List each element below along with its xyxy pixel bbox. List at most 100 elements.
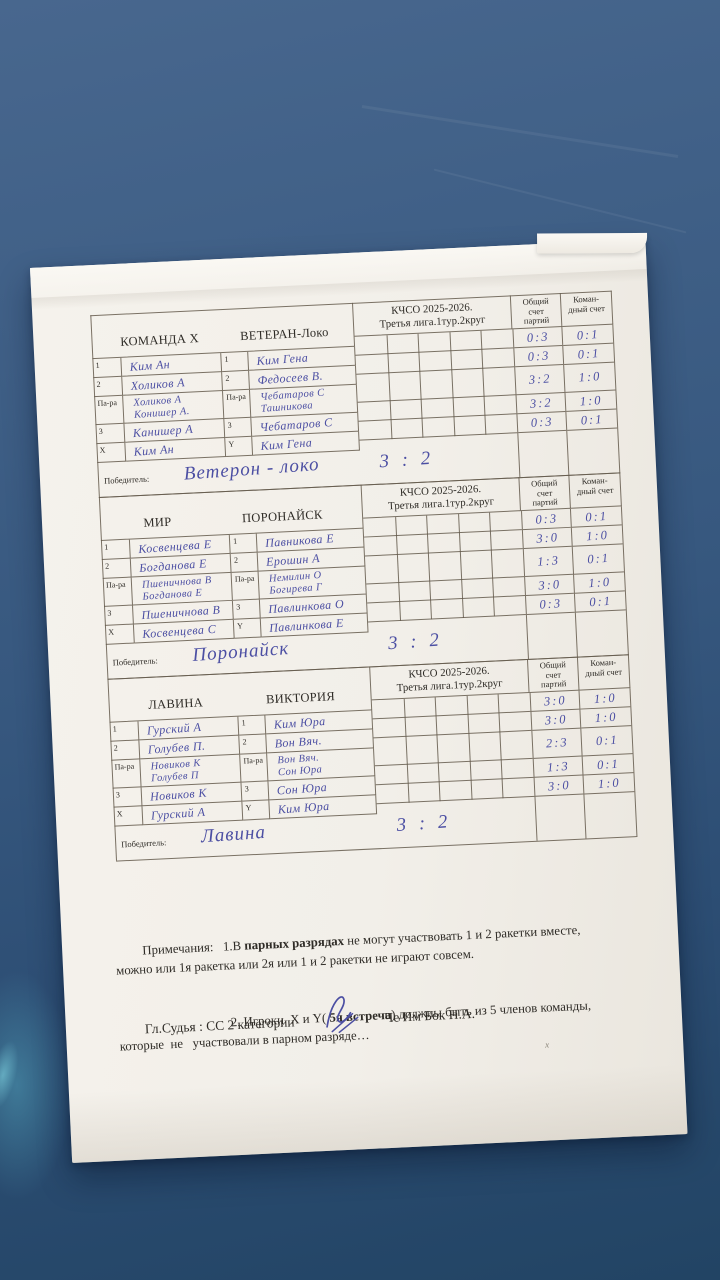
team-right-name: ВИКТОРИЯ	[265, 689, 336, 707]
team-score: 0:1	[579, 411, 604, 427]
match-table-1: КОМАНДА X ВЕТЕРАН-Локо КЧСО 2025-2026. Т…	[90, 290, 621, 499]
team-right-name: ВЕТЕРАН-Локо	[239, 325, 329, 344]
table-scratch	[361, 104, 679, 159]
sets-score: 0:3	[538, 595, 563, 612]
row-number: X	[96, 442, 127, 464]
sets-score: 0:3	[525, 328, 550, 345]
handwritten-name: Ким Ан	[133, 441, 175, 459]
row-number: 2	[110, 740, 141, 761]
row-number: 3	[232, 599, 261, 620]
handwritten-name: Павлинкова Е	[268, 615, 344, 635]
team-score-header: Коман-дный счет	[569, 472, 622, 509]
handwritten-name: Ким Ан	[129, 356, 171, 374]
row-number: 2	[230, 552, 259, 573]
handwritten-name: Гурский А	[146, 719, 202, 738]
team-score: 1:0	[587, 574, 612, 590]
handwritten-name: Сон Юра	[277, 763, 323, 778]
row-number: X	[113, 806, 144, 827]
row-number: Па-ра	[111, 759, 142, 789]
team-score: 1:0	[585, 527, 609, 543]
row-number: Па-ра	[223, 389, 252, 420]
team-left-name: КОМАНДА X	[119, 331, 200, 349]
handwritten-name: Павлинкова О	[267, 596, 345, 616]
handwritten-name: Гурский А	[150, 804, 206, 823]
sets-score-header: Общий счет партий	[519, 474, 571, 512]
judge-line: Гл.Судья : СС 2 категории Че Им Бок Н.А.	[144, 996, 476, 1044]
row-number: 1	[109, 721, 140, 742]
stray-ink-mark: х	[544, 1039, 550, 1050]
team-score-header: Коман-дный счет	[560, 290, 614, 327]
team-right-name: ПОРОНАЙСК	[241, 507, 323, 526]
judge-signature	[325, 996, 359, 1034]
games-grid	[371, 692, 535, 805]
sets-score-header: Общий счет партий	[527, 656, 580, 693]
row-number: 1	[238, 715, 267, 736]
team-score: 1:0	[579, 392, 603, 409]
winner-score: 3 : 2	[395, 811, 453, 836]
table-scratch	[433, 168, 687, 234]
row-number: 1	[100, 539, 131, 560]
team-score: 0:1	[575, 326, 600, 343]
row-number: Y	[242, 800, 271, 821]
handwritten-name: Ерошин А	[265, 550, 321, 569]
row-number: 3	[95, 423, 126, 445]
judge-name: Че Им Бок Н.А.	[384, 1005, 476, 1026]
team-score: 0:1	[588, 593, 613, 609]
team-score: 0:1	[576, 345, 601, 362]
handwritten-name: Пшеничнова В	[140, 601, 221, 622]
row-number: 2	[101, 558, 132, 579]
handwritten-name: Голубев П.	[147, 738, 206, 757]
team-score: 1:0	[577, 368, 602, 385]
handwritten-name: Косвенцева Е	[137, 536, 212, 556]
winner-label: Победитель:	[103, 473, 150, 486]
sets-score: 0:3	[526, 347, 551, 364]
row-number: 2	[222, 370, 250, 392]
sets-score: 0:3	[529, 413, 554, 430]
row-number: 1	[229, 533, 258, 554]
team-score: 1:0	[593, 690, 617, 706]
winner-label: Победитель:	[112, 655, 158, 668]
winner-label: Победитель:	[121, 837, 167, 850]
handwritten-name: Канишер А	[132, 421, 194, 440]
handwritten-name: Ким Юра	[277, 798, 330, 817]
handwritten-name: Новиков К	[149, 785, 208, 804]
match-table-3: ЛАВИНА ВИКТОРИЯ КЧСО 2025-2026. Третья л…	[107, 654, 638, 862]
handwritten-name: Ким Гена	[260, 434, 313, 453]
sets-score: 1:3	[536, 553, 561, 569]
winner-name: Ветерон - локо	[183, 453, 321, 485]
row-number: 2	[93, 376, 124, 398]
handwritten-name: Ким Гена	[256, 349, 309, 368]
team-score-header: Коман-дный счет	[577, 654, 631, 691]
team-score: 1:0	[593, 709, 618, 725]
sets-score: 3:0	[544, 711, 568, 728]
team-left-name: ЛАВИНА	[147, 695, 204, 712]
sets-score: 3:0	[537, 576, 562, 593]
team-score: 0:1	[584, 508, 609, 524]
row-number: Па-ра	[94, 395, 125, 426]
sets-score-header: Общий счет партий	[510, 293, 563, 330]
sets-score: 3:2	[529, 394, 553, 411]
team-score: 0:1	[586, 550, 611, 567]
scoresheet-paper: КОМАНДА X ВЕТЕРАН-Локо КЧСО 2025-2026. Т…	[30, 232, 688, 1164]
paper-corner-curl	[537, 232, 648, 254]
team-score: 0:1	[595, 732, 619, 749]
games-grid	[354, 329, 518, 441]
row-number: 1	[92, 357, 123, 379]
handwritten-name: Сон Юра	[276, 779, 328, 798]
winner-score: 3 : 2	[378, 447, 435, 473]
note-line-1: Примечания: 1.В парных разрядах не могут…	[115, 922, 584, 978]
judge-label: Гл.Судья : СС 2 категории	[144, 1014, 295, 1037]
handwritten-name: Чебатаров С	[259, 414, 333, 434]
row-number: Па-ра	[231, 571, 260, 601]
handwritten-name: Павникова Е	[264, 530, 335, 550]
sets-score: 2:3	[545, 734, 569, 751]
sets-score: 3:2	[527, 371, 552, 387]
row-number: 3	[224, 417, 253, 438]
row-number: 3	[112, 787, 143, 808]
team-left-name: МИР	[143, 514, 172, 530]
handwritten-name: Ким Юра	[273, 713, 326, 732]
row-number: Па-ра	[240, 753, 269, 783]
winner-score: 3 : 2	[387, 629, 444, 655]
match-table-2: МИР ПОРОНАЙСК КЧСО 2025-2026. Третья лиг…	[98, 472, 629, 680]
